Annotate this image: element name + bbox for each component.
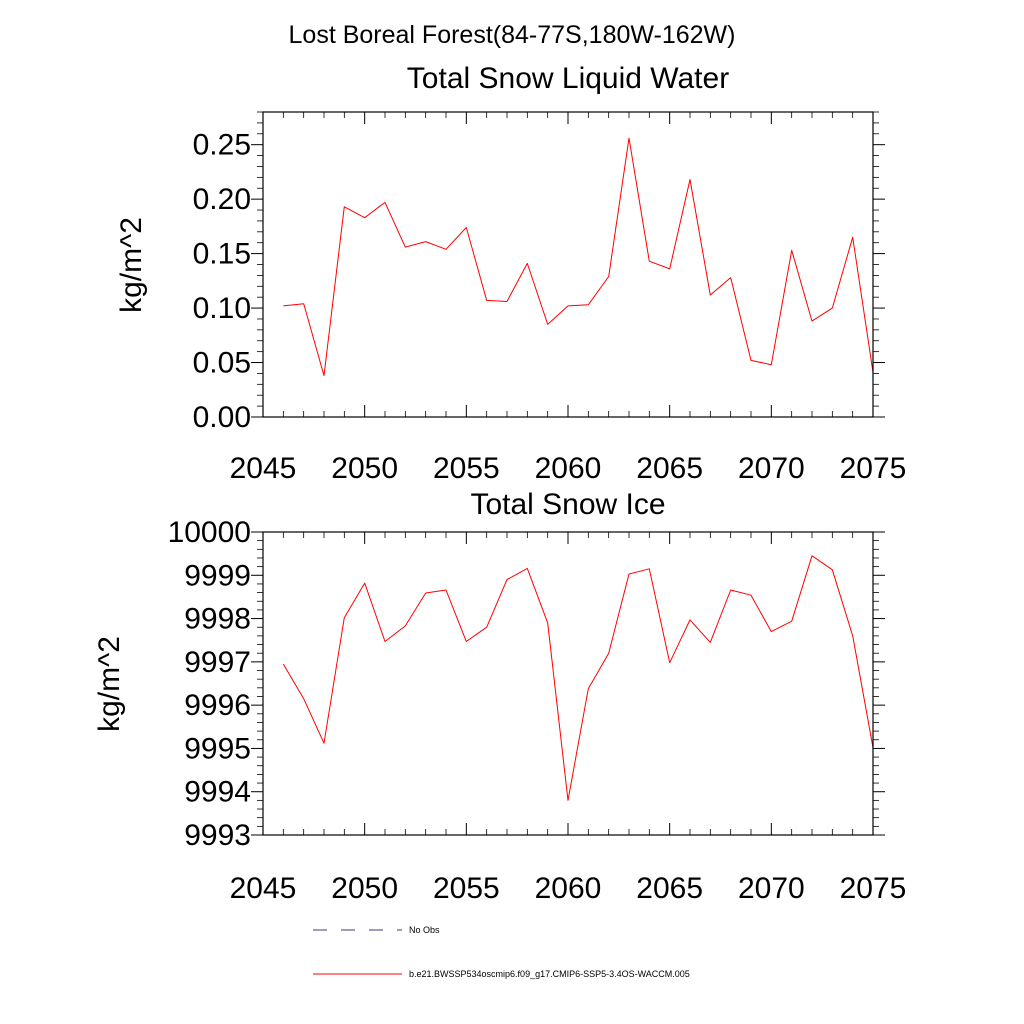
chart-panel-snow-liquid-water: Total Snow Liquid Water kg/m^2 2045 2050 2… <box>115 62 906 485</box>
x-tick-label-2060: 2060 <box>535 872 602 905</box>
x-tick-label-2065: 2065 <box>636 872 703 905</box>
x-tick-labels-snow-ice: 2045 2050 2055 2060 2065 2070 2075 <box>230 872 907 905</box>
x-tick-label-2055: 2055 <box>433 452 500 485</box>
y-tick-label: 9993 <box>184 819 251 852</box>
legend-label-no-obs: No Obs <box>409 925 440 935</box>
series-line-snow-ice <box>282 555 874 801</box>
plot-frame-snow-liquid-water <box>262 111 874 418</box>
y-axis-label-snow-liquid-water: kg/m^2 <box>115 217 148 313</box>
y-tick-labels-snow-ice: 9993 9994 9995 9996 9997 9998 9999 10000 <box>168 516 251 852</box>
chart-title-snow-ice: Total Snow Ice <box>470 488 665 521</box>
y-tick-label: 0.00 <box>193 401 251 434</box>
series-line-snow-liquid-water <box>283 137 874 377</box>
x-tick-label-2045: 2045 <box>230 872 297 905</box>
x-tick-label-2055: 2055 <box>433 872 500 905</box>
x-tick-label-2075: 2075 <box>840 452 907 485</box>
x-tick-label-2070: 2070 <box>738 872 805 905</box>
y-tick-label: 9995 <box>184 732 251 765</box>
x-tick-label-2050: 2050 <box>331 872 398 905</box>
plot-frame-snow-ice <box>262 531 874 836</box>
legend-label-model-run: b.e21.BWSSP534oscmip6.f09_g17.CMIP6-SSP5… <box>409 969 690 979</box>
series-group-snow-ice <box>282 555 874 801</box>
y-axis-label-snow-ice: kg/m^2 <box>93 636 126 732</box>
y-tick-label: 0.10 <box>193 292 251 325</box>
y-tick-label: 9996 <box>184 689 251 722</box>
series-group-snow-liquid-water <box>283 137 874 377</box>
x-tick-label-2060: 2060 <box>535 452 602 485</box>
y-tick-label: 9998 <box>184 603 251 636</box>
x-tick-label-2065: 2065 <box>636 452 703 485</box>
chart-title-snow-liquid-water: Total Snow Liquid Water <box>407 62 729 95</box>
figure-title: Lost Boreal Forest(84-77S,180W-162W) <box>289 21 736 49</box>
x-tick-label-2050: 2050 <box>331 452 398 485</box>
y-tick-label: 10000 <box>168 516 251 549</box>
y-tick-label: 0.25 <box>193 129 251 162</box>
chart-panel-snow-ice: Total Snow Ice kg/m^2 2045 2050 2055 2060 20… <box>93 488 906 905</box>
x-tick-labels-snow-liquid-water: 2045 2050 2055 2060 2065 2070 2075 <box>230 452 907 485</box>
y-tick-label: 0.15 <box>193 238 251 271</box>
x-tick-label-2045: 2045 <box>230 452 297 485</box>
x-tick-label-2070: 2070 <box>738 452 805 485</box>
legend: No Obs b.e21.BWSSP534oscmip6.f09_g17.CMI… <box>313 925 690 979</box>
y-tick-labels-snow-liquid-water: 0.00 0.05 0.10 0.15 0.20 0.25 <box>193 129 251 434</box>
y-tick-label: 0.20 <box>193 183 251 216</box>
y-tick-label: 9994 <box>184 776 251 809</box>
y-tick-label: 0.05 <box>193 347 251 380</box>
y-tick-label: 9997 <box>184 646 251 679</box>
y-tick-label: 9999 <box>184 559 251 592</box>
x-tick-label-2075: 2075 <box>840 872 907 905</box>
